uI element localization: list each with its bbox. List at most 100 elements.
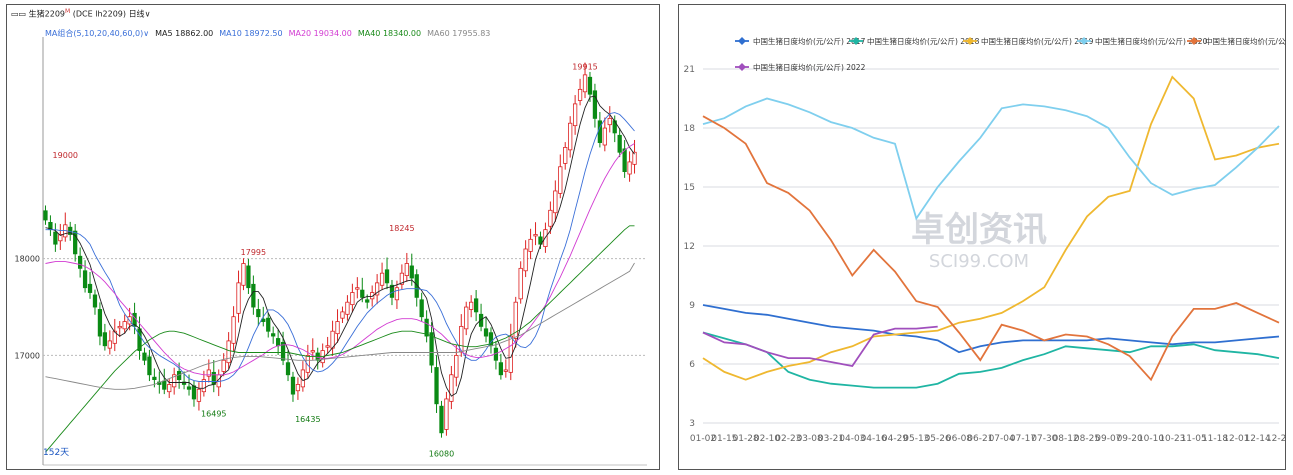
- candle-body: [251, 283, 256, 308]
- candle-body: [340, 311, 345, 319]
- candle-body: [305, 355, 310, 373]
- ma-value-label: MA5 18862.00: [155, 29, 214, 38]
- ma10-line: [45, 112, 635, 382]
- candle-body: [558, 166, 563, 194]
- ma40-line: [45, 225, 635, 453]
- candle-body: [256, 309, 261, 318]
- ma20-line: [45, 143, 635, 376]
- candle-body: [409, 265, 414, 279]
- candle-body: [226, 340, 231, 364]
- candle-body: [424, 318, 429, 337]
- ma-combo-selector[interactable]: MA组合(5,10,20,40,60,0)∨: [45, 29, 150, 38]
- candle-body: [147, 356, 152, 376]
- x-tick-label: 04-16: [861, 434, 887, 444]
- x-tick-label: 07-30: [1031, 434, 1057, 444]
- candle-body: [483, 328, 489, 337]
- y-tick-label: 9: [689, 301, 695, 311]
- candle-body: [503, 369, 508, 372]
- candle-body: [191, 385, 197, 400]
- candle-body: [439, 405, 444, 434]
- candle-body: [97, 309, 103, 337]
- bar-count-label: 152天: [43, 448, 70, 458]
- legend-marker: [738, 63, 746, 71]
- candle-body: [236, 282, 241, 314]
- candle-body: [399, 272, 405, 285]
- candle-body: [181, 381, 187, 385]
- price-line-chart: 3 6 9 12 15 18 21 01-0201-1501-2802-1002-2303-0…: [684, 36, 1285, 444]
- line-chart-panel: 3 6 9 12 15 18 21 01-02 01-15 01-28 02-10 02-23 03-0…: [678, 4, 1286, 470]
- candle-body: [597, 120, 603, 143]
- candle-body: [568, 122, 573, 151]
- price-annotation: 16495: [201, 409, 226, 418]
- x-tick-label: 03-08: [797, 434, 823, 444]
- candle-body: [280, 341, 286, 361]
- x-tick-label: 02-23: [775, 434, 801, 444]
- x-tick-label: 05-13: [903, 434, 929, 444]
- candle-body: [622, 148, 627, 173]
- candle-body: [201, 379, 207, 393]
- price-annotation: 19915: [572, 62, 597, 71]
- candle-body: [449, 374, 454, 402]
- candle-body: [122, 321, 127, 330]
- candle-body: [429, 332, 434, 366]
- candle-body: [607, 117, 612, 126]
- candle-body: [592, 90, 598, 119]
- x-tick-label: 02-10: [754, 434, 780, 444]
- y-tick-label: 18000: [15, 255, 40, 264]
- legend-label: 中国生猪日度均价(元/公斤) 2021: [1205, 36, 1285, 46]
- candle-body: [459, 325, 464, 353]
- candle-body: [365, 299, 370, 303]
- candle-body: [82, 270, 88, 289]
- candle-body: [572, 103, 578, 127]
- contract-title: ▭▭ 生猪2209: [11, 9, 66, 19]
- candle-body: [498, 362, 504, 376]
- contract-code: (DCE lh2209): [72, 9, 127, 19]
- candle-body: [335, 321, 340, 335]
- candle-body: [360, 289, 365, 298]
- candle-body: [444, 398, 449, 430]
- x-tick-label: 04-03: [839, 434, 865, 444]
- series-line: [702, 331, 1280, 389]
- candle-body: [206, 369, 211, 377]
- candle-body: [325, 345, 330, 348]
- y-tick-label: 21: [684, 65, 695, 75]
- legend-label: 中国生猪日度均价(元/公斤) 2019: [981, 36, 1094, 46]
- candle-body: [275, 338, 281, 347]
- candle-body: [602, 127, 607, 146]
- candle-body: [632, 151, 637, 165]
- candle-body: [295, 384, 301, 392]
- candle-body: [196, 388, 202, 402]
- x-tick-label: 07-17: [1010, 434, 1036, 444]
- candle-body: [582, 74, 588, 93]
- ma-indicator-bar[interactable]: MA组合(5,10,20,40,60,0)∨ MA5 18862.00 MA10 1…: [45, 28, 496, 39]
- x-tick-label: 04-29: [882, 434, 908, 444]
- candlestick-chart-panel: ▭▭ 生猪2209M (DCE lh2209) 日线∨ MA组合(5,10,20…: [6, 4, 660, 470]
- candle-body: [627, 161, 632, 175]
- legend-label: 中国生猪日度均价(元/公斤) 2018: [867, 36, 980, 46]
- legend-label: 中国生猪日度均价(元/公斤) 2017: [753, 36, 866, 46]
- x-tick-label: 12-14: [1245, 434, 1271, 444]
- candle-body: [478, 313, 484, 327]
- price-annotation: 19000: [53, 151, 78, 160]
- candle-body: [167, 384, 172, 393]
- watermark-logo: 卓创资讯: [911, 210, 1047, 250]
- candle-body: [350, 292, 355, 306]
- candle-body: [355, 287, 360, 290]
- candle-body: [454, 355, 459, 378]
- period-selector[interactable]: 日线∨: [128, 9, 151, 19]
- main-contract-marker: M: [65, 8, 71, 15]
- candle-body: [538, 236, 543, 245]
- x-tick-label: 09-07: [1095, 434, 1121, 444]
- x-tick-label: 08-12: [1053, 434, 1079, 444]
- candlestick-plot: 18000 17000 19915 19000 18245 17995 16495 16435…: [15, 37, 647, 466]
- price-annotation: 16435: [295, 415, 320, 424]
- candle-body: [271, 333, 276, 337]
- x-tick-label: 10-10: [1138, 434, 1164, 444]
- candle-body: [533, 234, 538, 237]
- series-line: [702, 325, 938, 367]
- candle-body: [112, 330, 117, 344]
- candle-body: [162, 380, 167, 390]
- ma-value-label: MA20 19034.00: [288, 29, 352, 38]
- candle-body: [102, 332, 108, 347]
- candle-body: [345, 301, 350, 315]
